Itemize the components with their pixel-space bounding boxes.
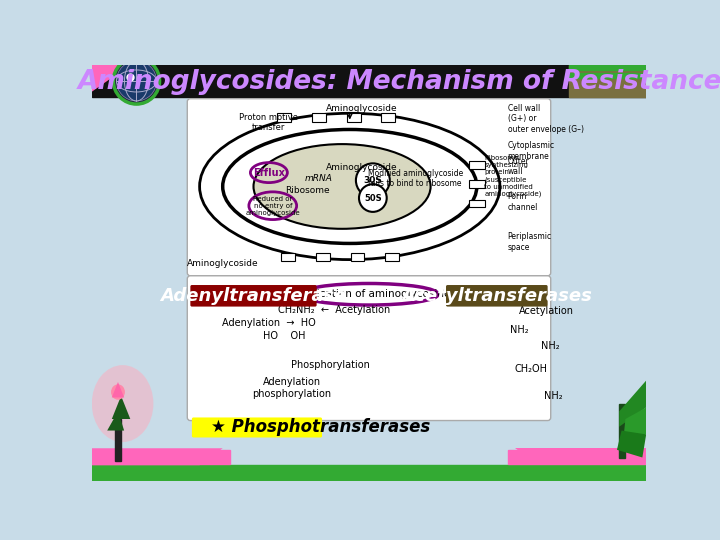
Text: Cell wall
(G+) or
outer envelope (G–): Cell wall (G+) or outer envelope (G–) (508, 104, 584, 133)
Bar (312, 113, 326, 122)
Ellipse shape (111, 384, 125, 400)
Text: CH₂OH: CH₂OH (514, 364, 547, 374)
Bar (316, 253, 330, 261)
Circle shape (113, 58, 160, 104)
Text: Aminoglycoside: Aminoglycoside (187, 259, 258, 268)
Polygon shape (92, 65, 130, 92)
Text: Ribosome
synthesizing
protein
(susceptible
to unmodified
aminoglycoside): Ribosome synthesizing protein (susceptib… (485, 156, 542, 198)
Text: Modified aminoglycoside
fails to bind to ribosome: Modified aminoglycoside fails to bind to… (368, 169, 463, 188)
Text: CH₂NH₂  ←  Acetylation: CH₂NH₂ ← Acetylation (278, 305, 390, 315)
Text: HO    OH: HO OH (263, 331, 305, 341)
Text: Proton motive
transfer: Proton motive transfer (239, 113, 298, 132)
Text: Efflux: Efflux (253, 167, 285, 178)
Ellipse shape (92, 365, 153, 442)
Polygon shape (92, 448, 222, 465)
Bar (469, 180, 485, 188)
Text: NH₂: NH₂ (510, 326, 528, 335)
Bar (346, 113, 361, 122)
Text: Ribosome: Ribosome (285, 186, 330, 195)
Bar (282, 253, 295, 261)
Text: Reduced or
no entry of
aminoglycoside: Reduced or no entry of aminoglycoside (246, 195, 300, 215)
Text: 30S: 30S (364, 176, 382, 185)
Text: Outer
wall: Outer wall (508, 157, 529, 176)
Ellipse shape (253, 144, 431, 229)
Polygon shape (107, 411, 124, 430)
Bar (469, 200, 485, 207)
Circle shape (117, 61, 156, 101)
Polygon shape (112, 396, 130, 419)
Bar (619, 403, 626, 457)
Bar (92, 465, 647, 481)
Bar (570, 65, 647, 70)
Text: mRNA: mRNA (305, 174, 333, 183)
FancyBboxPatch shape (446, 285, 548, 307)
Bar (469, 161, 485, 168)
Text: Adenylation
phosphorylation: Adenylation phosphorylation (253, 377, 332, 399)
Text: Porin
channel: Porin channel (508, 192, 538, 212)
Text: Acetyltransferases: Acetyltransferases (401, 287, 593, 305)
Polygon shape (516, 448, 647, 465)
Polygon shape (623, 408, 647, 442)
FancyBboxPatch shape (192, 417, 322, 437)
Bar (382, 113, 395, 122)
Text: Adenylation  →  HO: Adenylation → HO (222, 318, 316, 328)
Circle shape (356, 164, 390, 197)
FancyBboxPatch shape (187, 276, 551, 421)
Text: NH₂: NH₂ (544, 391, 563, 401)
Text: Aminoglycoside: Aminoglycoside (325, 104, 397, 113)
Text: Acetylation: Acetylation (518, 306, 574, 316)
Bar (277, 113, 291, 122)
Text: Cytoplasmic
membrane: Cytoplasmic membrane (508, 141, 554, 161)
Bar (92, 450, 230, 464)
Text: 50S: 50S (364, 193, 382, 202)
Polygon shape (619, 381, 647, 427)
Bar (115, 419, 121, 461)
Circle shape (359, 184, 387, 212)
Text: ★ Phosphotransferases: ★ Phosphotransferases (211, 418, 431, 436)
Text: Adenyltransferase: Adenyltransferase (160, 287, 347, 305)
Polygon shape (617, 430, 647, 457)
Text: Phosphorylation: Phosphorylation (291, 360, 370, 370)
Text: Periplasmic
space: Periplasmic space (508, 232, 552, 252)
Bar (92, 65, 647, 97)
Bar (351, 253, 364, 261)
Bar (385, 253, 399, 261)
FancyBboxPatch shape (187, 99, 551, 276)
FancyBboxPatch shape (190, 285, 317, 307)
Text: NH₂: NH₂ (541, 341, 559, 351)
Bar (570, 65, 647, 97)
Text: Aminoglycosides: Mechanism of Resistance: Aminoglycosides: Mechanism of Resistance (78, 69, 720, 94)
Bar (570, 72, 647, 78)
Polygon shape (112, 382, 124, 397)
Text: Aminoglycoside: Aminoglycoside (325, 164, 397, 172)
Text: Modification of aminoglycoside: Modification of aminoglycoside (288, 289, 450, 299)
Bar (508, 450, 647, 464)
